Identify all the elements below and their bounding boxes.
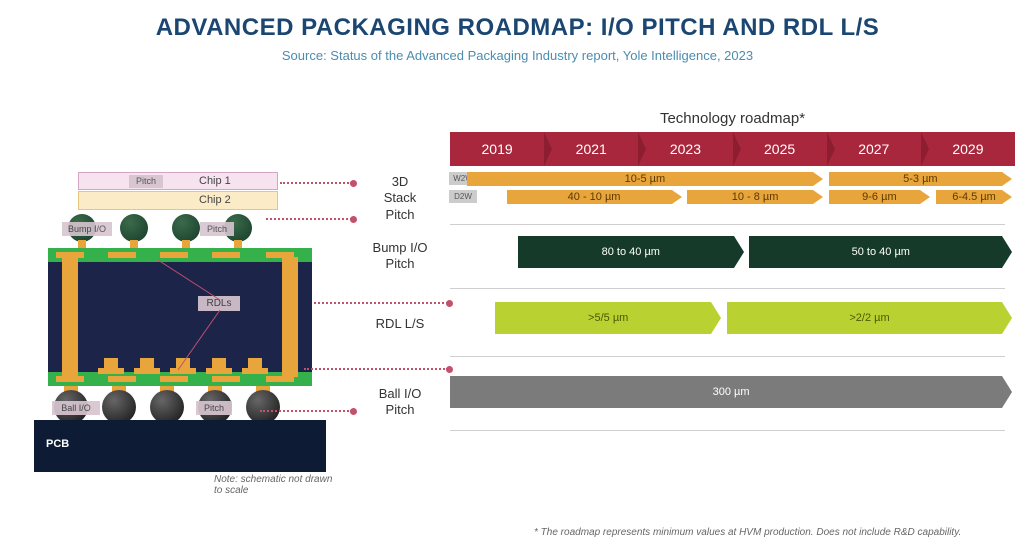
- schematic-note: Note: schematic not drawn to scale: [214, 474, 334, 496]
- bump-row: Bump I/O Pitch: [64, 214, 294, 244]
- pcb-label: PCB: [46, 438, 69, 450]
- source-line: Source: Status of the Advanced Packaging…: [0, 48, 1035, 63]
- leader-line: [280, 182, 352, 184]
- ball-label: Ball I/O: [52, 401, 100, 415]
- roadmap-heading: Technology roadmap*: [450, 110, 1015, 127]
- roadmap-arrow: 10 - 8 µm: [687, 190, 823, 204]
- leader-line: [266, 218, 352, 220]
- leader-line: [314, 302, 448, 304]
- leader-line: [304, 368, 448, 370]
- roadmap-arrow: 50 to 40 µm: [749, 236, 1012, 268]
- solder-ball: [246, 390, 280, 424]
- roadmap-arrow: 5-3 µm: [829, 172, 1013, 186]
- chip2: Chip 2: [78, 191, 278, 210]
- solder-ball: [102, 390, 136, 424]
- chip1-microbumps: [129, 186, 169, 190]
- substrate: RDLs: [48, 248, 312, 386]
- year-cell: 2021: [544, 132, 638, 166]
- roadmap-arrow: >2/2 µm: [727, 302, 1012, 334]
- bump-pitch-tag: Pitch: [200, 222, 234, 236]
- roadmap-arrow: 10-5 µm: [467, 172, 823, 186]
- divider: [450, 356, 1005, 357]
- chip2-label: Chip 2: [199, 194, 231, 206]
- chip1: Pitch Chip 1: [78, 172, 278, 190]
- roadmap-footnote: * The roadmap represents minimum values …: [534, 527, 961, 538]
- row-label-rdl: RDL L/S: [358, 316, 442, 332]
- year-cell: 2029: [921, 132, 1015, 166]
- ball-pitch-tag: Pitch: [196, 401, 232, 415]
- divider: [450, 430, 1005, 431]
- year-cell: 2019: [450, 132, 544, 166]
- row-label-ball: Ball I/O Pitch: [358, 386, 442, 419]
- lane-stack-d2w: D2W 40 - 10 µm 10 - 8 µm 9-6 µm 6-4.5 µm: [450, 190, 1015, 204]
- year-cell: 2027: [827, 132, 921, 166]
- roadmap-arrow: 80 to 40 µm: [518, 236, 744, 268]
- divider: [450, 224, 1005, 225]
- solder-ball: [150, 390, 184, 424]
- lane-rdl: >5/5 µm>2/2 µm: [450, 302, 1015, 334]
- roadmap-arrow: 6-4.5 µm: [936, 190, 1012, 204]
- divider: [450, 288, 1005, 289]
- bump-ball: [120, 214, 148, 242]
- bump-ball: [172, 214, 200, 242]
- lane-stack-w2w: W2W 10-5 µm5-3 µm: [450, 172, 1015, 186]
- row-label-stack: 3D Stack Pitch: [358, 174, 442, 223]
- year-cell: 2023: [638, 132, 732, 166]
- year-cell: 2025: [733, 132, 827, 166]
- roadmap: Technology roadmap* 20192021202320252027…: [450, 110, 1015, 530]
- lane-bump: 80 to 40 µm50 to 40 µm: [450, 236, 1015, 268]
- chip1-label: Chip 1: [199, 175, 231, 187]
- page-title: ADVANCED PACKAGING ROADMAP: I/O PITCH AN…: [0, 0, 1035, 42]
- row-label-bump: Bump I/O Pitch: [358, 240, 442, 273]
- roadmap-arrow: 300 µm: [450, 376, 1012, 408]
- roadmap-arrow: 40 - 10 µm: [507, 190, 682, 204]
- content: Pitch Chip 1 Chip 2 Bump I/O Pitch: [34, 110, 1015, 544]
- leader-line: [260, 410, 352, 412]
- roadmap-arrow: 9-6 µm: [829, 190, 931, 204]
- bump-label: Bump I/O: [62, 222, 112, 236]
- year-row: 201920212023202520272029: [450, 132, 1015, 166]
- tag-d2w: D2W: [449, 190, 477, 203]
- roadmap-arrow: >5/5 µm: [495, 302, 721, 334]
- schematic: Pitch Chip 1 Chip 2 Bump I/O Pitch: [34, 172, 334, 502]
- lane-ball: 300 µm: [450, 376, 1015, 408]
- pcb: PCB: [34, 420, 326, 472]
- rdl-label: RDLs: [198, 296, 240, 311]
